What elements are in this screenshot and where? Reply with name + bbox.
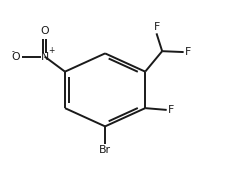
Text: F: F (184, 47, 190, 57)
Text: O: O (11, 51, 20, 62)
Text: F: F (153, 22, 159, 32)
Text: -: - (11, 47, 14, 56)
Text: Br: Br (99, 145, 111, 155)
Text: F: F (167, 105, 173, 115)
Text: N: N (40, 51, 49, 62)
Text: O: O (40, 26, 49, 36)
Text: +: + (48, 46, 55, 55)
